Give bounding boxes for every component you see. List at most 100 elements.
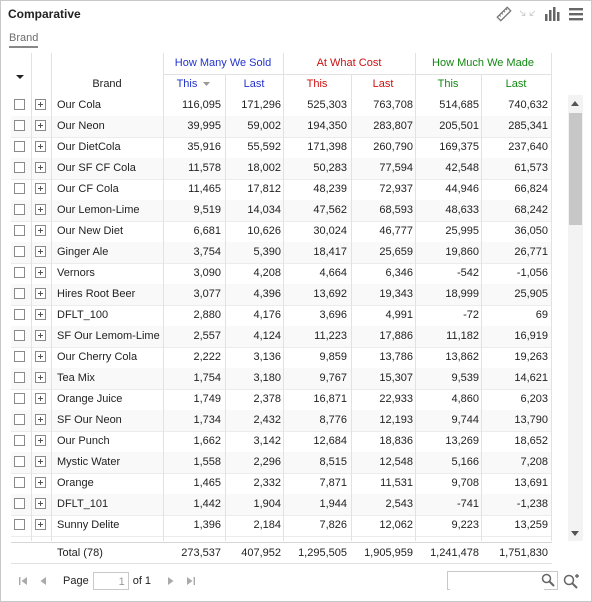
prev-page-icon[interactable] <box>33 573 53 589</box>
scroll-down-icon[interactable] <box>571 531 579 536</box>
header-made-last[interactable]: Last <box>505 78 527 90</box>
expand-icon[interactable] <box>35 267 46 278</box>
table-row[interactable]: Vernors 3,090 4,208 4,664 6,346 -542 -1,056 <box>11 263 552 285</box>
expand-icon[interactable] <box>35 393 46 404</box>
table-row[interactable]: Our Neon 39,995 59,002 194,350 283,807 205,50… <box>11 116 552 138</box>
column-menu-icon[interactable] <box>15 72 25 84</box>
row-checkbox[interactable] <box>14 141 25 152</box>
cell-cost-last: 46,777 <box>379 225 413 237</box>
row-checkbox[interactable] <box>14 435 25 446</box>
table-row[interactable]: Our DietCola 35,916 55,592 171,398 260,790 16… <box>11 137 552 159</box>
first-page-icon[interactable] <box>13 573 33 589</box>
table-row[interactable]: Our SF CF Cola 11,578 18,002 50,283 77,594 42… <box>11 158 552 180</box>
scroll-up-icon[interactable] <box>571 101 579 106</box>
table-row[interactable]: Our Punch 1,662 3,142 12,684 18,836 13,269 18,… <box>11 431 552 453</box>
row-checkbox[interactable] <box>14 456 25 467</box>
expand-icon[interactable] <box>35 183 46 194</box>
vertical-scrollbar[interactable] <box>568 95 583 541</box>
cell-cost-last: 72,937 <box>379 183 413 195</box>
table-row[interactable]: DFLT_101 1,442 1,904 1,944 2,543 -741 -1,238 <box>11 494 552 516</box>
expand-icon[interactable] <box>35 372 46 383</box>
row-checkbox[interactable] <box>14 162 25 173</box>
expand-icon[interactable] <box>35 246 46 257</box>
row-checkbox[interactable] <box>14 204 25 215</box>
row-checkbox[interactable] <box>14 372 25 383</box>
next-page-icon[interactable] <box>161 573 181 589</box>
row-checkbox[interactable] <box>14 183 25 194</box>
expand-icon[interactable] <box>35 477 46 488</box>
cell-cost-this: 7,826 <box>319 519 347 531</box>
row-checkbox[interactable] <box>14 309 25 320</box>
cell-sold-this: 11,465 <box>188 183 221 195</box>
row-checkbox[interactable] <box>14 330 25 341</box>
zoom-in-icon[interactable] <box>562 573 580 591</box>
header-cost-this[interactable]: This <box>306 78 328 90</box>
expand-icon[interactable] <box>35 288 46 299</box>
expand-icon[interactable] <box>35 120 46 131</box>
column-divider <box>31 95 32 541</box>
header-cost-last[interactable]: Last <box>372 78 394 90</box>
scroll-thumb[interactable] <box>569 113 582 225</box>
expand-icon[interactable] <box>35 141 46 152</box>
row-checkbox[interactable] <box>14 351 25 362</box>
expand-icon[interactable] <box>35 330 46 341</box>
table-row[interactable]: Our Cola 116,095 171,296 525,303 763,708 514,… <box>11 95 552 117</box>
cell-sold-last: 4,208 <box>253 267 281 279</box>
table-row[interactable]: Ginger Ale 3,754 5,390 18,417 25,659 19,860 26… <box>11 242 552 264</box>
row-checkbox[interactable] <box>14 225 25 236</box>
expand-icon[interactable] <box>35 99 46 110</box>
row-checkbox[interactable] <box>14 477 25 488</box>
table-row[interactable]: Orange 1,465 2,332 7,871 11,531 9,708 13,691 <box>11 473 552 495</box>
table-row[interactable]: SF Our Neon 1,734 2,432 8,776 12,193 9,744 13,… <box>11 410 552 432</box>
row-checkbox[interactable] <box>14 393 25 404</box>
table-row[interactable]: Our CF Cola 11,465 17,812 48,239 72,937 44,94… <box>11 179 552 201</box>
expand-icon[interactable] <box>35 435 46 446</box>
row-checkbox[interactable] <box>14 246 25 257</box>
header-brand[interactable]: Brand <box>92 78 122 90</box>
table-row[interactable]: Sunny Delite 1,396 2,184 7,826 12,062 9,223 13… <box>11 515 552 537</box>
expand-icon[interactable] <box>35 519 46 530</box>
search-icon[interactable] <box>541 573 555 587</box>
expand-icon[interactable] <box>35 456 46 467</box>
row-checkbox[interactable] <box>14 288 25 299</box>
expand-icon[interactable] <box>35 225 46 236</box>
header-sold-last[interactable]: Last <box>243 78 265 90</box>
cell-sold-last: 4,176 <box>253 309 281 321</box>
page-number-input[interactable] <box>92 572 129 590</box>
header-sold-this[interactable]: This <box>163 78 225 90</box>
table-row[interactable]: Mystic Water 1,558 2,296 8,515 12,548 5,166 7,… <box>11 452 552 474</box>
ruler-icon[interactable] <box>495 5 513 23</box>
row-checkbox[interactable] <box>14 498 25 509</box>
menu-icon[interactable] <box>567 5 585 23</box>
table-row[interactable]: Hires Root Beer 3,077 4,396 13,692 19,343 18,… <box>11 284 552 306</box>
cell-made-last: 740,632 <box>508 99 548 111</box>
table-row[interactable]: Orange Juice 1,749 2,378 16,871 22,933 4,860 6… <box>11 389 552 411</box>
row-checkbox[interactable] <box>14 99 25 110</box>
cell-sold-last: 10,626 <box>247 225 281 237</box>
table-row[interactable]: Our Lemon-Lime 9,519 14,034 47,562 68,593 48,… <box>11 200 552 222</box>
header-made-this[interactable]: This <box>437 78 459 90</box>
expand-icon[interactable] <box>35 204 46 215</box>
row-checkbox[interactable] <box>14 120 25 131</box>
row-checkbox[interactable] <box>14 414 25 425</box>
expand-icon[interactable] <box>35 498 46 509</box>
cell-cost-last: 17,886 <box>379 330 413 342</box>
expand-icon[interactable] <box>35 414 46 425</box>
search-input[interactable] <box>450 573 544 590</box>
total-made-this: 1,241,478 <box>430 547 479 559</box>
bar-chart-icon[interactable] <box>543 5 561 23</box>
collapse-arrows-icon[interactable] <box>519 5 537 23</box>
expand-icon[interactable] <box>35 351 46 362</box>
table-row[interactable]: Our Cherry Cola 2,222 3,136 9,859 13,786 13,8… <box>11 347 552 369</box>
expand-icon[interactable] <box>35 162 46 173</box>
row-checkbox[interactable] <box>14 267 25 278</box>
last-page-icon[interactable] <box>181 573 201 589</box>
table-row[interactable]: Our New Diet 6,681 10,626 30,024 46,777 25,99… <box>11 221 552 243</box>
cell-made-last: 7,208 <box>520 456 548 468</box>
tab-brand[interactable]: Brand <box>9 32 39 48</box>
table-row[interactable]: SF Our Lemom-Lime 2,557 4,124 11,223 17,886 1… <box>11 326 552 348</box>
expand-icon[interactable] <box>35 309 46 320</box>
table-row[interactable]: DFLT_100 2,880 4,176 3,696 4,991 -72 69 <box>11 305 552 327</box>
table-row[interactable]: Tea Mix 1,754 3,180 9,767 15,307 9,539 14,621 <box>11 368 552 390</box>
row-checkbox[interactable] <box>14 519 25 530</box>
